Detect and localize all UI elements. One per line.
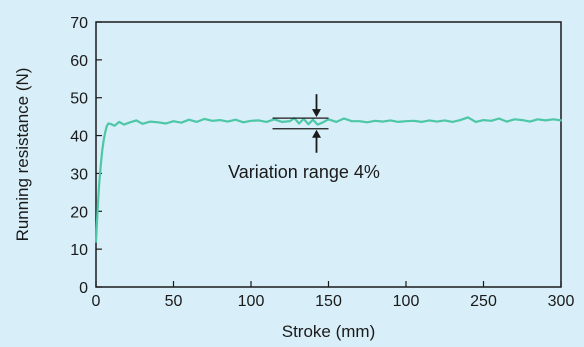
x-tick-label: 100 (238, 293, 265, 310)
arrow-up-head (312, 129, 321, 138)
arrow-down-head (312, 109, 321, 118)
x-axis-label: Stroke (mm) (282, 322, 376, 341)
x-tick-label: 50 (165, 293, 183, 310)
variation-range-label: Variation range 4% (228, 162, 380, 182)
y-tick-label: 40 (70, 129, 88, 146)
y-tick-label: 70 (70, 15, 88, 32)
y-tick-label: 30 (70, 166, 88, 183)
x-tick-label: 250 (470, 293, 497, 310)
y-tick-label: 60 (70, 53, 88, 70)
y-tick-label: 20 (70, 204, 88, 221)
y-axis-label: Running resistance (N) (13, 68, 32, 242)
y-tick-label: 0 (79, 280, 88, 297)
y-tick-label: 50 (70, 91, 88, 108)
y-tick-label: 10 (70, 242, 88, 259)
variation-range-annotation: Variation range 4% (228, 94, 380, 182)
x-tick-label: 0 (92, 293, 101, 310)
x-axis-ticks: 0 50 100 150 100 250 300 (92, 281, 575, 310)
x-tick-label: 150 (315, 293, 342, 310)
x-tick-label: 300 (548, 293, 575, 310)
y-axis-ticks: 0 10 20 30 40 50 60 70 (70, 15, 102, 297)
plot-area (95, 21, 562, 288)
x-tick-label: 100 (393, 293, 420, 310)
series-line (94, 116, 563, 243)
